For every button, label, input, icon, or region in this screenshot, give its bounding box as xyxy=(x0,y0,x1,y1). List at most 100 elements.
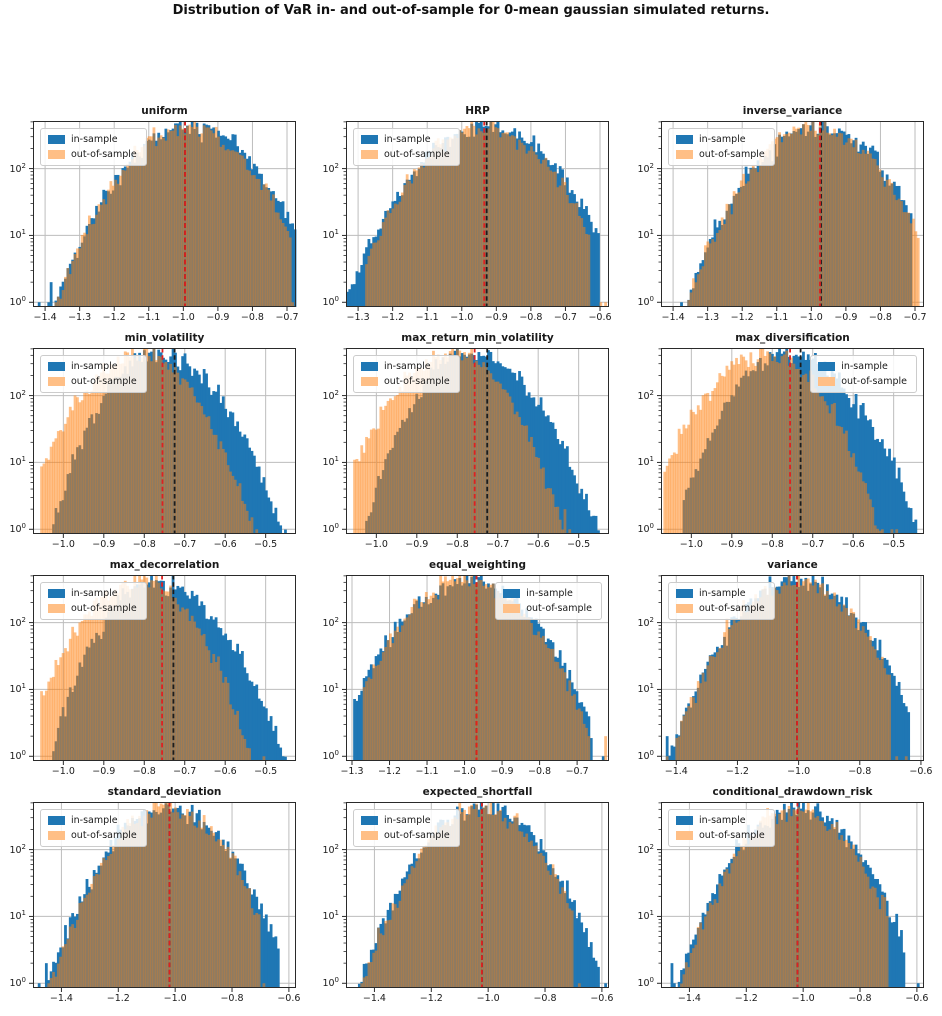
y-tick-label: 102 xyxy=(637,615,654,629)
x-tick-label: −1.4 xyxy=(49,993,73,1004)
in-sample-legend-swatch xyxy=(361,135,378,144)
out-of-sample-legend-swatch xyxy=(361,377,378,386)
x-tick-label: −1.4 xyxy=(362,993,386,1004)
in-sample-legend-swatch xyxy=(503,589,521,598)
legend: in-sample out-of-sample xyxy=(810,355,917,393)
x-tick-label: −1.0 xyxy=(171,312,195,323)
histogram-plot xyxy=(29,802,296,992)
y-tick-label: 100 xyxy=(322,295,339,309)
subplot-title: standard_deviation xyxy=(107,786,222,798)
x-tick-label: −0.7 xyxy=(173,539,197,550)
y-tick-label: 101 xyxy=(9,909,26,923)
axes-frame xyxy=(661,575,924,761)
x-tick-label: −0.6 xyxy=(841,539,865,550)
out-of-sample-legend-swatch xyxy=(48,831,65,840)
legend-label: out-of-sample xyxy=(71,376,137,387)
x-tick-label: −0.6 xyxy=(213,539,237,550)
x-tick-label: −1.1 xyxy=(415,312,439,323)
figure-title: Distribution of VaR in- and out-of-sampl… xyxy=(172,3,770,18)
x-tick-label: −0.6 xyxy=(905,993,929,1004)
legend-item: in-sample xyxy=(48,134,137,145)
histogram-plot xyxy=(342,802,609,992)
legend: in-sample out-of-sample xyxy=(353,355,460,393)
out_of_sample-histogram xyxy=(665,575,908,761)
x-tick-label: −0.7 xyxy=(553,312,577,323)
axes-frame xyxy=(661,121,924,307)
y-tick-label: 101 xyxy=(637,455,654,469)
x-tick-label: −1.1 xyxy=(415,766,439,777)
x-tick-label: −1.2 xyxy=(106,993,130,1004)
subplot-title: min_volatility xyxy=(124,332,205,344)
out-of-sample-legend-swatch xyxy=(48,377,65,386)
out-of-sample-legend-swatch xyxy=(48,150,65,159)
y-tick-label: 102 xyxy=(322,388,339,402)
y-tick-label: 101 xyxy=(637,228,654,242)
y-tick-label: 100 xyxy=(9,749,26,763)
subplot-title: HRP xyxy=(465,105,490,117)
y-tick-label: 100 xyxy=(9,976,26,990)
y-tick-label: 101 xyxy=(322,455,339,469)
axes-frame xyxy=(661,348,924,534)
y-tick-label: 102 xyxy=(637,161,654,175)
subplot-title: max_return_min_volatility xyxy=(401,332,554,344)
x-tick-label: −1.2 xyxy=(102,312,126,323)
legend-item: in-sample xyxy=(48,361,137,372)
legend-item: in-sample xyxy=(676,588,765,599)
axes-frame xyxy=(346,121,609,307)
x-tick-label: −1.2 xyxy=(419,993,443,1004)
subplot-title: variance xyxy=(767,559,818,571)
out_of_sample-histogram xyxy=(362,575,608,761)
in-sample-legend-swatch xyxy=(48,589,65,598)
axes-frame xyxy=(661,802,924,988)
in-sample-legend-swatch xyxy=(361,816,378,825)
legend: in-sample out-of-sample xyxy=(353,809,460,847)
legend-item: in-sample xyxy=(676,815,765,826)
legend: in-sample out-of-sample xyxy=(353,128,460,166)
histogram-plot xyxy=(29,348,296,538)
x-tick-label: −1.0 xyxy=(51,539,75,550)
legend-label: out-of-sample xyxy=(384,149,450,160)
out-of-sample-legend-swatch xyxy=(361,150,378,159)
y-tick-label: 102 xyxy=(637,842,654,856)
legend-item: out-of-sample xyxy=(361,149,450,160)
x-tick-label: −1.2 xyxy=(730,312,754,323)
legend-item: out-of-sample xyxy=(361,376,450,387)
legend-label: out-of-sample xyxy=(384,376,450,387)
x-tick-label: −0.7 xyxy=(486,539,510,550)
x-tick-label: −0.5 xyxy=(254,766,278,777)
legend-item: out-of-sample xyxy=(818,376,907,387)
y-tick-label: 101 xyxy=(9,455,26,469)
y-tick-label: 101 xyxy=(322,228,339,242)
x-tick-label: −1.1 xyxy=(765,312,789,323)
y-tick-label: 102 xyxy=(9,842,26,856)
x-tick-label: −0.7 xyxy=(903,312,927,323)
legend-item: in-sample xyxy=(503,588,592,599)
y-tick-label: 101 xyxy=(9,228,26,242)
legend-item: out-of-sample xyxy=(48,830,137,841)
legend-label: in-sample xyxy=(384,361,431,372)
out-of-sample-legend-swatch xyxy=(503,604,521,613)
legend-label: out-of-sample xyxy=(71,830,137,841)
legend-label: in-sample xyxy=(71,815,118,826)
axes-frame xyxy=(33,575,296,761)
axes-frame xyxy=(33,121,296,307)
x-tick-label: −1.0 xyxy=(787,766,811,777)
legend-label: out-of-sample xyxy=(526,603,592,614)
legend-label: out-of-sample xyxy=(841,376,907,387)
in-sample-legend-swatch xyxy=(818,362,836,371)
histogram-plot xyxy=(657,575,924,765)
x-tick-label: −0.7 xyxy=(565,766,589,777)
legend: in-sample out-of-sample xyxy=(668,582,775,620)
in-sample-legend-swatch xyxy=(676,816,693,825)
legend-item: in-sample xyxy=(818,361,907,372)
x-tick-label: −0.6 xyxy=(277,993,301,1004)
legend-item: in-sample xyxy=(361,815,450,826)
in-sample-legend-swatch xyxy=(676,589,693,598)
x-tick-label: −1.4 xyxy=(677,993,701,1004)
x-tick-label: −1.3 xyxy=(340,766,364,777)
legend: in-sample out-of-sample xyxy=(40,582,147,620)
y-tick-label: 102 xyxy=(637,388,654,402)
y-tick-label: 100 xyxy=(322,749,339,763)
x-tick-label: −1.0 xyxy=(679,539,703,550)
x-tick-label: −0.7 xyxy=(801,539,825,550)
